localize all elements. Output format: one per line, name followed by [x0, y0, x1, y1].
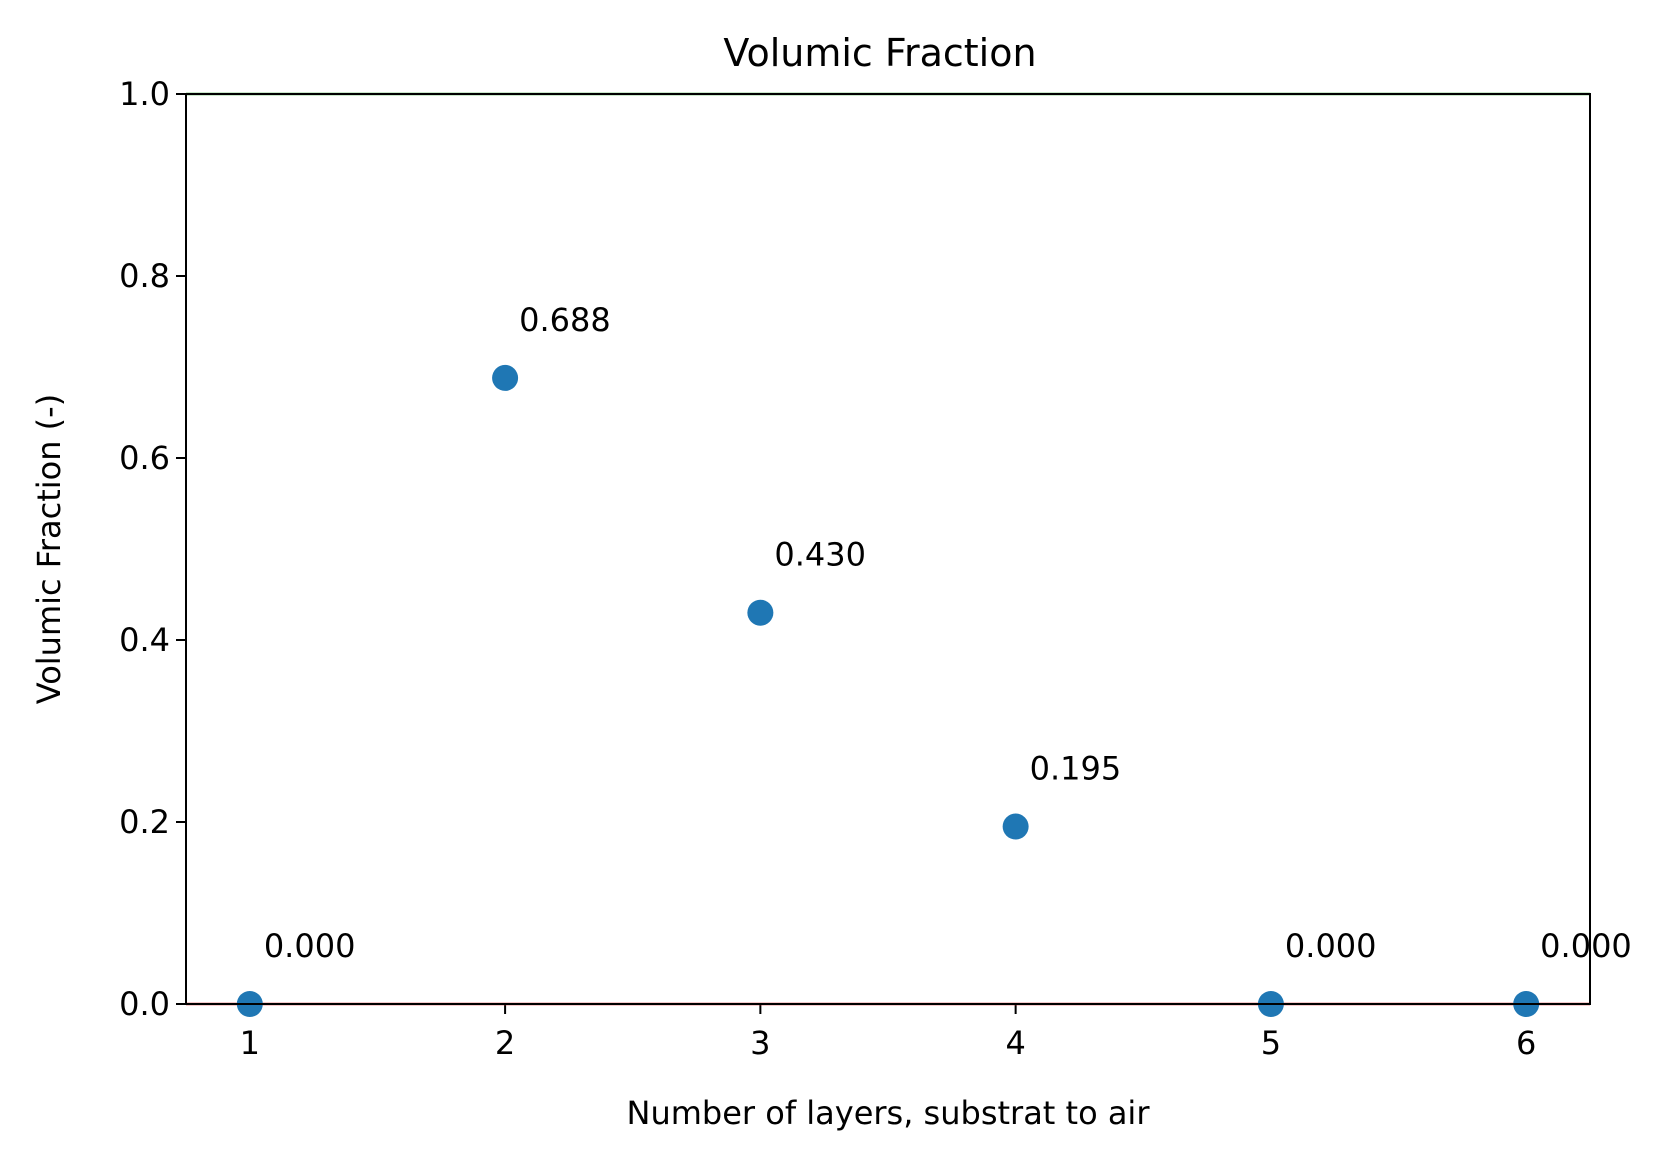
- data-label: 0.000: [1540, 927, 1632, 965]
- x-axis-label: Number of layers, substrat to air: [627, 1094, 1151, 1132]
- y-tick-label: 0.2: [119, 803, 170, 841]
- x-tick-label: 1: [240, 1024, 260, 1062]
- x-tick-label: 2: [495, 1024, 515, 1062]
- data-label: 0.430: [774, 536, 866, 574]
- data-point: [747, 599, 774, 626]
- chart-title: Volumic Fraction: [723, 31, 1036, 75]
- y-tick-label: 0.0: [119, 985, 170, 1023]
- y-axis: 0.0 0.2 0.4 0.6 0.8 1.0: [119, 75, 186, 1023]
- y-tick-label: 0.6: [119, 439, 170, 477]
- data-label: 0.000: [1285, 927, 1377, 965]
- x-tick-label: 5: [1261, 1024, 1281, 1062]
- y-axis-label: Volumic Fraction (-): [30, 394, 68, 704]
- plot-frame: [185, 93, 1591, 1005]
- data-label: 0.195: [1030, 750, 1122, 788]
- x-tick-label: 4: [1005, 1024, 1025, 1062]
- data-labels: 0.000 0.688 0.430 0.195 0.000 0.000: [264, 301, 1632, 965]
- x-tick-label: 3: [750, 1024, 770, 1062]
- y-tick-label: 0.4: [119, 621, 170, 659]
- data-label: 0.688: [519, 301, 611, 339]
- data-point: [1002, 813, 1029, 840]
- data-label: 0.000: [264, 927, 356, 965]
- y-tick-label: 1.0: [119, 75, 170, 113]
- data-point: [492, 364, 519, 391]
- x-tick-label: 6: [1516, 1024, 1536, 1062]
- y-tick-label: 0.8: [119, 257, 170, 295]
